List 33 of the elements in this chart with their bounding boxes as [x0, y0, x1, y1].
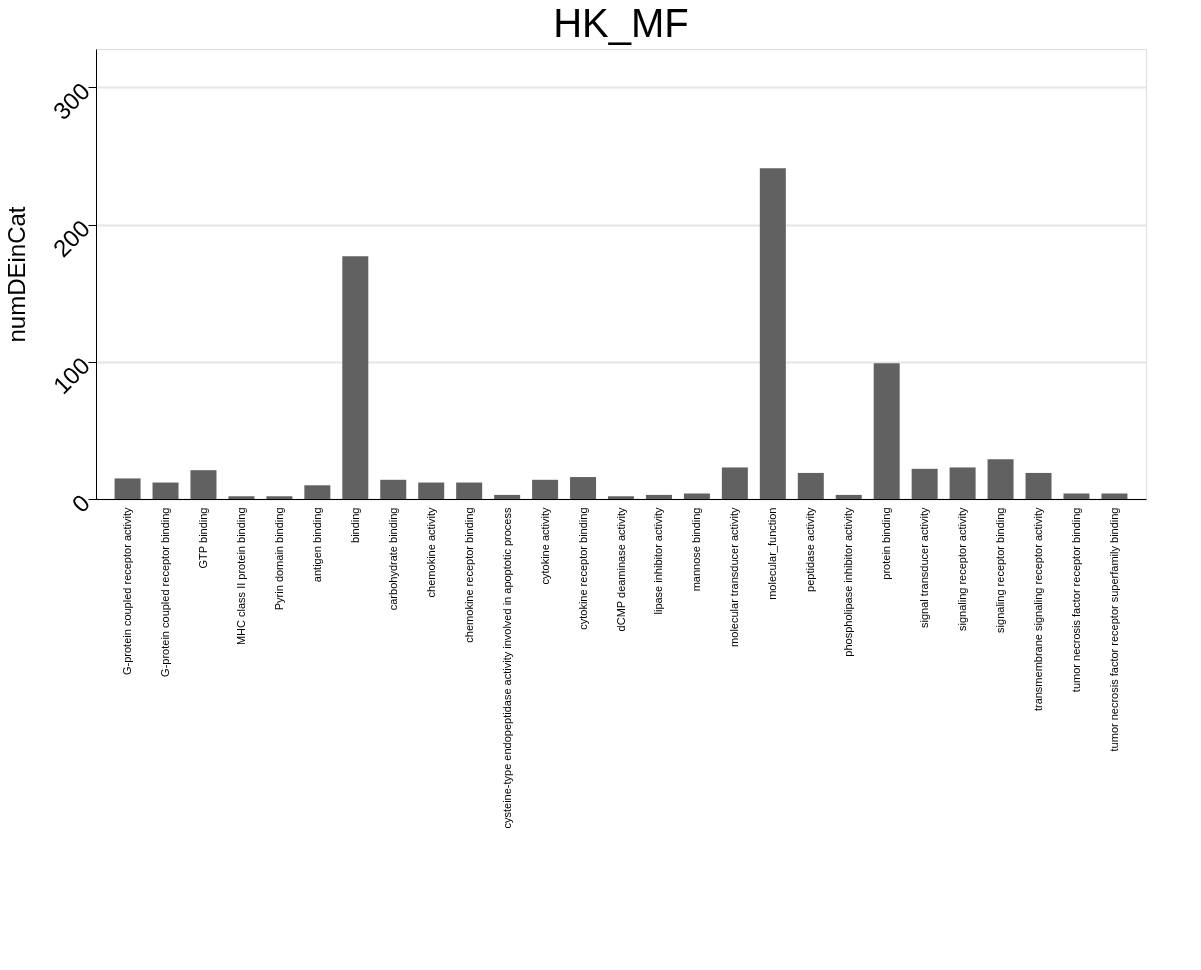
- x-tick-label: dCMP deaminase activity: [614, 507, 627, 632]
- y-tick-label: 200: [47, 214, 95, 262]
- x-tick-label: carbohydrate binding: [386, 507, 399, 611]
- x-tick-label: molecular_function: [766, 507, 779, 600]
- x-tick-label: signal transducer activity: [918, 507, 931, 628]
- x-tick-label: tumor necrosis factor receptor superfamily binding: [1107, 507, 1120, 752]
- x-tick-label: transmembrane signaling receptor activity: [1032, 507, 1045, 712]
- x-tick-label: signaling receptor binding: [994, 507, 1007, 633]
- x-tick-label: lipase inhibitor activity: [652, 507, 665, 615]
- x-tick-label: chemokine activity: [424, 507, 437, 598]
- x-tick-label: binding: [348, 507, 361, 543]
- x-tick-label: phospholipase inhibitor activity: [842, 507, 855, 657]
- x-tick-label: protein binding: [880, 507, 893, 580]
- x-tick-label: tumor necrosis factor receptor binding: [1069, 507, 1082, 693]
- x-tick-label: GTP binding: [196, 507, 209, 569]
- y-tick-label: 0: [66, 488, 95, 518]
- x-tick-label: cysteine-type endopeptidase activity involved in apoptotic process: [500, 507, 513, 829]
- x-tick-label: cytokine activity: [538, 507, 551, 585]
- y-tick-label: 100: [47, 351, 95, 400]
- x-tick-label: signaling receptor activity: [956, 507, 969, 632]
- x-tick-label: G-protein coupled receptor binding: [159, 507, 172, 677]
- y-tick-label: 300: [47, 77, 95, 125]
- y-axis-title: numDEinCat: [2, 206, 30, 343]
- x-tick-label: MHC class II protein binding: [234, 507, 247, 646]
- x-tick-label: cytokine receptor binding: [576, 507, 589, 630]
- x-tick-label: molecular transducer activity: [728, 507, 741, 647]
- x-tick-label: chemokine receptor binding: [462, 507, 475, 643]
- chart-title: HK_MF: [553, 1, 689, 45]
- x-tick-label: mannose binding: [690, 507, 703, 592]
- x-tick-label: antigen binding: [310, 507, 323, 583]
- x-tick-label: peptidase activity: [804, 507, 817, 592]
- x-tick-label: Pyrin domain binding: [272, 507, 285, 611]
- x-tick-label: G-protein coupled receptor activity: [121, 507, 134, 676]
